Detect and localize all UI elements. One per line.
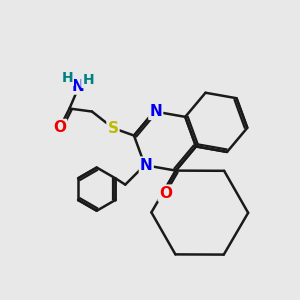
Text: H: H	[82, 73, 94, 87]
Text: O: O	[159, 186, 172, 201]
Text: N: N	[72, 79, 85, 94]
Text: H: H	[61, 71, 73, 85]
Text: S: S	[107, 121, 118, 136]
Text: N: N	[140, 158, 153, 172]
Text: N: N	[149, 104, 162, 119]
Text: O: O	[53, 120, 66, 135]
